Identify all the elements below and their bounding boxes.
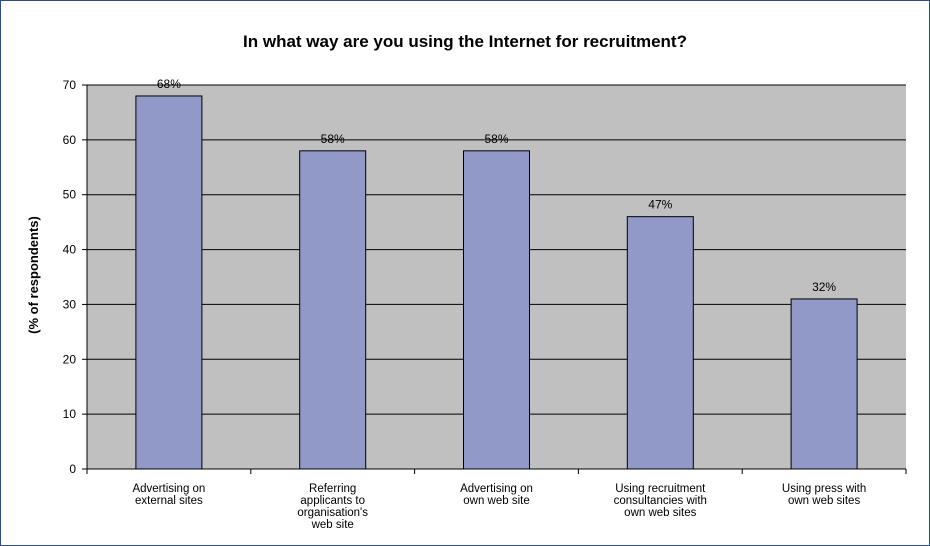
data-label: 58% [484, 132, 508, 146]
category-label: consultancies with [614, 495, 707, 507]
y-tick-label: 30 [63, 297, 77, 311]
y-tick-label: 0 [69, 462, 76, 476]
category-label: Advertising on [460, 483, 533, 495]
data-label: 68% [157, 77, 181, 91]
category-label: own web sites [624, 507, 696, 519]
bar [299, 150, 367, 470]
bar [135, 95, 203, 470]
category-label: Using recruitment [615, 483, 706, 495]
category-label: own web sites [788, 495, 860, 507]
y-tick-label: 70 [63, 78, 77, 92]
y-tick-label: 20 [63, 352, 77, 366]
data-label: 58% [321, 132, 345, 146]
chart-title: In what way are you using the Internet f… [243, 32, 687, 51]
category-label: external sites [135, 495, 203, 507]
category-label: applicants to [300, 495, 365, 507]
data-label: 47% [648, 198, 672, 212]
category-label: Referring [309, 483, 356, 495]
y-tick-label: 60 [63, 133, 77, 147]
data-labels: 68% 58% 58% 47% 32% [157, 77, 837, 294]
y-axis-ticks: 0 10 20 30 40 50 60 70 [63, 78, 88, 476]
category-label: Using press with [782, 483, 866, 495]
category-label: web site [311, 519, 354, 531]
y-axis-label: (% of respondents) [26, 216, 41, 334]
bar [463, 150, 530, 470]
x-axis-ticks [86, 468, 907, 474]
bar [626, 216, 694, 470]
y-tick-label: 50 [63, 188, 77, 202]
bars [135, 95, 858, 470]
bar [790, 298, 858, 470]
data-label: 32% [812, 280, 836, 294]
category-label: Advertising on [132, 483, 205, 495]
y-tick-label: 10 [63, 407, 77, 421]
category-label: own web site [463, 495, 529, 507]
category-label: organisation's [297, 507, 368, 519]
y-tick-label: 40 [63, 243, 77, 257]
